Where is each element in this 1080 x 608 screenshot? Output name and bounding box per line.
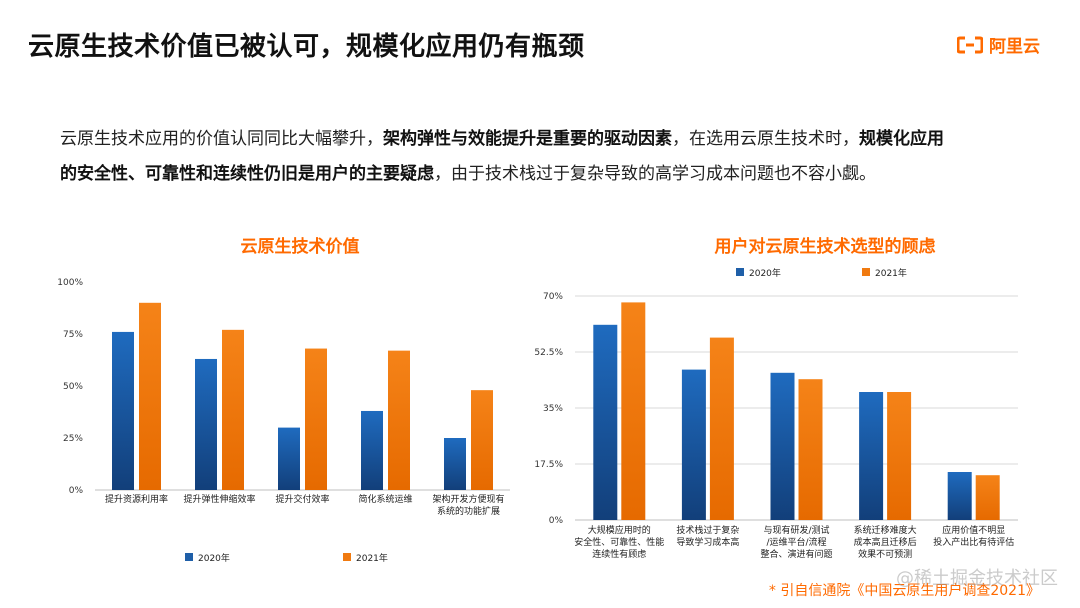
intro-paragraph: 云原生技术应用的价值认同同比大幅攀升，架构弹性与效能提升是重要的驱动因素，在选用… — [60, 122, 950, 192]
x-tick-label: 安全性、可靠性、性能 — [574, 536, 664, 548]
intro-text-1: 云原生技术应用的价值认同同比大幅攀升， — [60, 129, 383, 149]
legend-swatch-2020 — [185, 553, 193, 561]
bar-2021 — [975, 475, 1000, 520]
y-tick-label: 0% — [549, 516, 564, 526]
bar-2021 — [621, 302, 646, 520]
x-tick-label: 成本高且迁移后 — [854, 536, 917, 548]
intro-bold-2: 规模化应用的安全性、可靠性和连续性仍旧是用户的主要疑虑 — [60, 129, 944, 184]
x-tick-label: 提升交付效率 — [275, 493, 329, 505]
x-tick-label: 架构开发方便现有 — [432, 493, 504, 505]
y-tick-label: 52.5% — [534, 348, 563, 358]
x-tick-label: 技术栈过于复杂 — [676, 524, 739, 536]
bar-2020 — [770, 372, 795, 520]
legend-swatch-2021 — [343, 553, 351, 561]
bar-2021 — [798, 379, 823, 520]
bar-2020 — [112, 331, 134, 490]
legend-label: 2021年 — [875, 267, 907, 279]
chart-2-title: 用户对云原生技术选型的顾虑 — [714, 237, 936, 257]
logo-text: 阿里云 — [989, 37, 1040, 57]
intro-text-3: ，由于技术栈过于复杂导致的高学习成本问题也不容小觑。 — [434, 164, 876, 184]
y-tick-label: 100% — [57, 278, 83, 288]
x-tick-label: 提升资源利用率 — [105, 493, 168, 505]
bar-2020 — [361, 410, 383, 490]
x-tick-label: 效果不可预测 — [858, 548, 912, 560]
bar-2020 — [195, 358, 217, 490]
bar-2020 — [859, 392, 884, 520]
x-tick-label: 整合、演进有问题 — [760, 548, 832, 560]
bar-2021 — [471, 390, 493, 490]
y-tick-label: 50% — [63, 382, 83, 392]
y-tick-label: 17.5% — [534, 460, 563, 470]
x-tick-label: /运维平台/流程 — [766, 536, 826, 548]
bar-2020 — [681, 369, 706, 520]
aliyun-logo-icon — [957, 36, 983, 53]
bar-2021 — [887, 392, 912, 520]
y-tick-label: 70% — [543, 292, 563, 302]
x-tick-label: 应用价值不明显 — [942, 524, 1005, 536]
x-tick-label: 简化系统运维 — [358, 493, 412, 505]
x-tick-label: 投入产出比有待评估 — [933, 536, 1014, 548]
watermark: @稀土掘金技术社区 — [896, 568, 1058, 589]
bar-2020 — [444, 438, 466, 490]
x-tick-label: 大规模应用时的 — [588, 524, 651, 536]
bar-2021 — [305, 348, 327, 490]
bar-2021 — [139, 302, 161, 490]
intro-bold-1: 架构弹性与效能提升是重要的驱动因素 — [383, 129, 672, 149]
x-tick-label: 与现有研发/测试 — [763, 524, 829, 536]
bar-2021 — [709, 337, 734, 520]
bar-2020 — [593, 324, 618, 520]
bar-2021 — [222, 329, 244, 490]
bar-2021 — [388, 350, 410, 490]
bar-2020 — [278, 427, 300, 490]
x-tick-label: 系统的功能扩展 — [437, 505, 500, 517]
y-tick-label: 75% — [63, 330, 83, 340]
x-tick-label: 连续性有顾虑 — [592, 548, 646, 560]
legend-label: 2020年 — [198, 552, 230, 564]
legend-swatch-2020 — [736, 268, 744, 276]
x-tick-label: 提升弹性伸缩效率 — [183, 493, 255, 505]
y-tick-label: 0% — [69, 486, 84, 496]
source-note: * 引自信通院《中国云原生用户调查2021》 — [768, 583, 1040, 599]
x-tick-label: 系统迁移难度大 — [854, 524, 917, 536]
chart-1-title: 云原生技术价值 — [240, 237, 360, 257]
legend-label: 2020年 — [749, 267, 781, 279]
page-title: 云原生技术价值已被认可，规模化应用仍有瓶颈 — [28, 32, 585, 62]
intro-text-2: ，在选用云原生技术时， — [672, 129, 859, 149]
legend-label: 2021年 — [356, 552, 388, 564]
y-tick-label: 35% — [543, 404, 563, 414]
bar-2020 — [947, 472, 972, 520]
brand-logo: 阿里云 — [957, 32, 1040, 57]
y-tick-label: 25% — [63, 434, 83, 444]
legend-swatch-2021 — [862, 268, 870, 276]
x-tick-label: 导致学习成本高 — [676, 536, 739, 548]
